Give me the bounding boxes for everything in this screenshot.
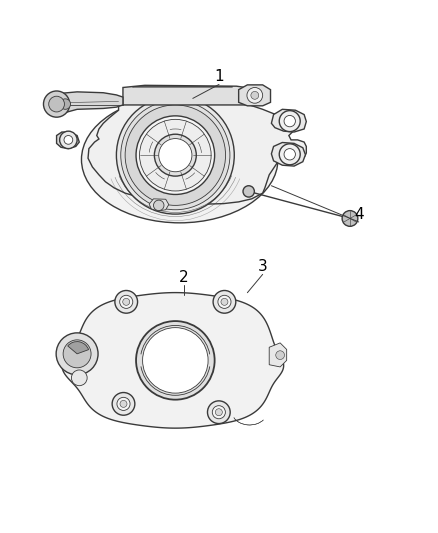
Wedge shape	[68, 342, 88, 354]
Polygon shape	[57, 132, 79, 149]
Circle shape	[213, 290, 236, 313]
Polygon shape	[62, 293, 284, 428]
Circle shape	[71, 370, 87, 386]
Circle shape	[56, 333, 98, 375]
Circle shape	[284, 116, 295, 127]
Circle shape	[215, 409, 223, 416]
Circle shape	[247, 87, 263, 103]
Circle shape	[112, 392, 135, 415]
Polygon shape	[88, 101, 306, 204]
Polygon shape	[239, 85, 271, 106]
Polygon shape	[272, 109, 306, 132]
Circle shape	[221, 298, 228, 305]
Ellipse shape	[81, 96, 278, 223]
Polygon shape	[269, 343, 287, 367]
Text: 3: 3	[258, 259, 268, 274]
Circle shape	[49, 96, 64, 112]
Circle shape	[212, 406, 226, 419]
Circle shape	[63, 340, 91, 368]
Circle shape	[60, 131, 77, 149]
Circle shape	[279, 111, 300, 132]
Circle shape	[121, 101, 230, 210]
Polygon shape	[149, 199, 169, 211]
Circle shape	[159, 139, 192, 172]
Circle shape	[60, 99, 71, 109]
Circle shape	[136, 321, 215, 400]
Text: 2: 2	[179, 270, 189, 285]
Text: 4: 4	[354, 207, 364, 222]
Circle shape	[123, 298, 130, 305]
Circle shape	[125, 105, 226, 205]
Circle shape	[140, 119, 211, 191]
Circle shape	[218, 295, 231, 309]
Circle shape	[279, 144, 300, 165]
Circle shape	[276, 351, 285, 359]
Circle shape	[120, 400, 127, 407]
Polygon shape	[123, 85, 252, 105]
Polygon shape	[53, 92, 123, 116]
Circle shape	[143, 328, 208, 393]
Circle shape	[284, 149, 295, 160]
Circle shape	[342, 211, 358, 227]
Circle shape	[43, 91, 70, 117]
Circle shape	[154, 134, 196, 176]
Circle shape	[208, 401, 230, 424]
Circle shape	[243, 185, 254, 197]
Circle shape	[117, 397, 130, 410]
Circle shape	[120, 295, 133, 309]
Circle shape	[251, 92, 259, 99]
Circle shape	[64, 135, 73, 144]
Polygon shape	[272, 142, 305, 166]
Text: 1: 1	[214, 69, 224, 84]
Circle shape	[115, 290, 138, 313]
Circle shape	[153, 200, 164, 211]
Circle shape	[136, 116, 215, 195]
Circle shape	[117, 96, 234, 214]
